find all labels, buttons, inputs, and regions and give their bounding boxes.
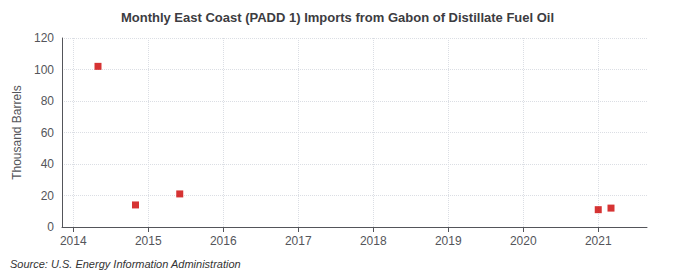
svg-text:20: 20 xyxy=(41,189,55,203)
svg-text:2019: 2019 xyxy=(435,234,462,248)
svg-text:2020: 2020 xyxy=(510,234,537,248)
svg-text:120: 120 xyxy=(34,31,54,45)
svg-text:2015: 2015 xyxy=(135,234,162,248)
svg-text:60: 60 xyxy=(41,126,55,140)
svg-text:2014: 2014 xyxy=(60,234,87,248)
svg-text:40: 40 xyxy=(41,157,55,171)
svg-text:Monthly East Coast (PADD 1) Im: Monthly East Coast (PADD 1) Imports from… xyxy=(121,10,554,25)
svg-text:2021: 2021 xyxy=(585,234,612,248)
svg-text:Thousand Barrels: Thousand Barrels xyxy=(10,85,24,180)
svg-text:80: 80 xyxy=(41,94,55,108)
svg-text:0: 0 xyxy=(47,220,54,234)
svg-text:2016: 2016 xyxy=(210,234,237,248)
svg-text:2018: 2018 xyxy=(360,234,387,248)
svg-text:2017: 2017 xyxy=(285,234,312,248)
svg-text:100: 100 xyxy=(34,63,54,77)
svg-text:Source: U.S. Energy Informatio: Source: U.S. Energy Information Administ… xyxy=(10,258,241,270)
